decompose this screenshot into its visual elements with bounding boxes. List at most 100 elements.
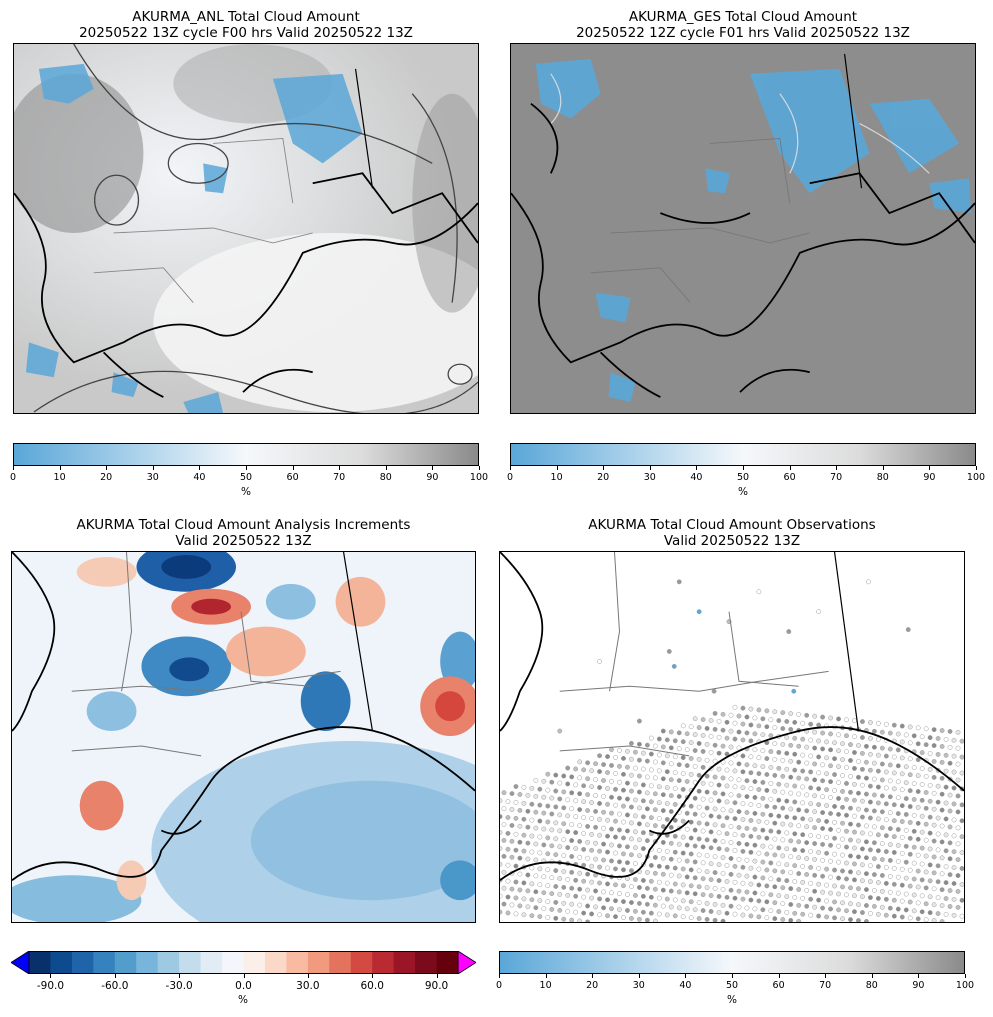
obs-station-dot: [780, 710, 786, 716]
obs-station-dot: [517, 839, 523, 845]
obs-station-dot: [664, 753, 670, 759]
obs-station-dot: [883, 801, 889, 807]
obs-station-dot: [780, 837, 786, 843]
obs-station-dot: [740, 817, 746, 822]
obs-station-dot: [955, 745, 961, 751]
obs-station-dot: [764, 803, 770, 809]
obs-colorbar-tick-label: 60: [772, 980, 785, 991]
obs-station-dot: [728, 728, 734, 734]
obs-station-dot: [943, 768, 949, 774]
obs-station-dot: [676, 889, 682, 895]
obs-station-dot: [708, 718, 714, 723]
obs-station-dot: [597, 864, 603, 870]
obs-station-dot: [905, 627, 911, 633]
obs-station-dot: [859, 846, 865, 852]
inc-colorbar-segment: [114, 951, 137, 974]
obs-station-dot: [856, 854, 861, 860]
obs-station-dot: [609, 810, 614, 816]
obs-station-dot: [923, 901, 929, 907]
obs-station-dot: [684, 842, 690, 848]
obs-station-dot: [915, 773, 921, 779]
obs-station-dot: [871, 744, 877, 750]
obs-station-dot: [656, 863, 662, 869]
obs-station-dot: [824, 819, 830, 824]
obs-station-dot: [840, 804, 845, 810]
obs-station-dot: [911, 812, 917, 818]
obs-station-dot: [856, 758, 861, 764]
obs-station-dot: [959, 897, 964, 903]
obs-station-dot: [509, 854, 515, 860]
obs-title: AKURMA Total Cloud Amount Observations V…: [499, 517, 965, 549]
obs-station-dot: [824, 914, 830, 920]
obs-station-dot: [844, 892, 849, 898]
ges-colorbar-tick-label: 80: [876, 472, 889, 483]
obs-station-dot: [935, 879, 941, 885]
obs-station-dot: [871, 888, 877, 893]
obs-station-dot: [824, 755, 830, 761]
obs-station-dot: [959, 881, 964, 887]
obs-station-dot: [915, 725, 921, 731]
obs-station-dot: [549, 827, 555, 833]
obs-station-dot: [820, 889, 826, 895]
obs-station-dot: [585, 919, 591, 922]
obs-station-dot: [652, 743, 658, 749]
obs-station-dot: [816, 849, 822, 855]
obs-station-dot: [513, 815, 519, 821]
obs-station-dot: [951, 881, 957, 886]
anl-colorbar-tickmark: [246, 466, 247, 470]
obs-title-line2: Valid 20250522 13Z: [663, 533, 801, 549]
obs-station-dot: [609, 763, 614, 768]
obs-station-dot: [844, 908, 849, 914]
obs-station-dot: [744, 873, 750, 879]
obs-station-dot: [652, 791, 658, 797]
obs-station-dot: [899, 835, 905, 840]
obs-station-dot: [652, 855, 658, 860]
obs-station-dot: [951, 769, 957, 775]
obs-station-dot: [879, 793, 885, 799]
obs-station-dot: [676, 778, 682, 784]
obs-station-dot: [887, 826, 893, 832]
obs-station-dot: [875, 880, 881, 885]
obs-station-dot: [883, 817, 889, 823]
obs-station-dot: [696, 836, 702, 842]
ges-colorbar-tickmark: [976, 466, 977, 470]
obs-station-dot: [744, 762, 750, 768]
obs-station-dot: [617, 827, 622, 833]
obs-station-dot: [656, 847, 662, 853]
obs-station-dot: [509, 822, 515, 828]
inc-colorbar-segment: [329, 951, 352, 974]
obs-station-dot: [931, 870, 937, 876]
obs-station-dot: [553, 836, 559, 842]
obs-station-dot: [684, 731, 690, 737]
obs-station-dot: [605, 770, 610, 775]
obs-station-dot: [545, 787, 551, 793]
ges-colorbar-tick-label: 0: [506, 472, 514, 483]
obs-station-dot: [716, 878, 722, 883]
obs-colorbar-tickmark: [732, 974, 733, 978]
obs-station-dot: [593, 824, 599, 830]
obs-station-dot: [883, 912, 889, 918]
obs-station-dot: [557, 907, 563, 913]
obs-station-dot: [907, 740, 913, 746]
obs-station-dot: [852, 781, 857, 787]
obs-station-dot: [867, 831, 873, 837]
obs-station-dot: [764, 819, 770, 825]
obs-station-dot: [684, 810, 690, 816]
obs-station-dot: [628, 915, 634, 921]
obs-station-dot: [545, 803, 551, 809]
obs-station-dot: [711, 688, 717, 694]
obs-station-dot: [569, 806, 575, 812]
obs-station-dot: [828, 858, 834, 864]
inc-colorbar-segment: [286, 951, 309, 974]
obs-station-dot: [632, 797, 638, 803]
obs-station-dot: [919, 829, 925, 835]
obs-station-dot: [800, 848, 806, 854]
obs-station-dot: [621, 819, 626, 825]
obs-station-dot: [684, 874, 690, 880]
obs-station-dot: [820, 905, 826, 911]
obs-station-dot: [533, 777, 539, 783]
obs-station-dot: [796, 807, 802, 813]
obs-station-dot: [911, 828, 917, 834]
obs-station-dot: [796, 775, 802, 781]
obs-station-dot: [947, 808, 953, 814]
